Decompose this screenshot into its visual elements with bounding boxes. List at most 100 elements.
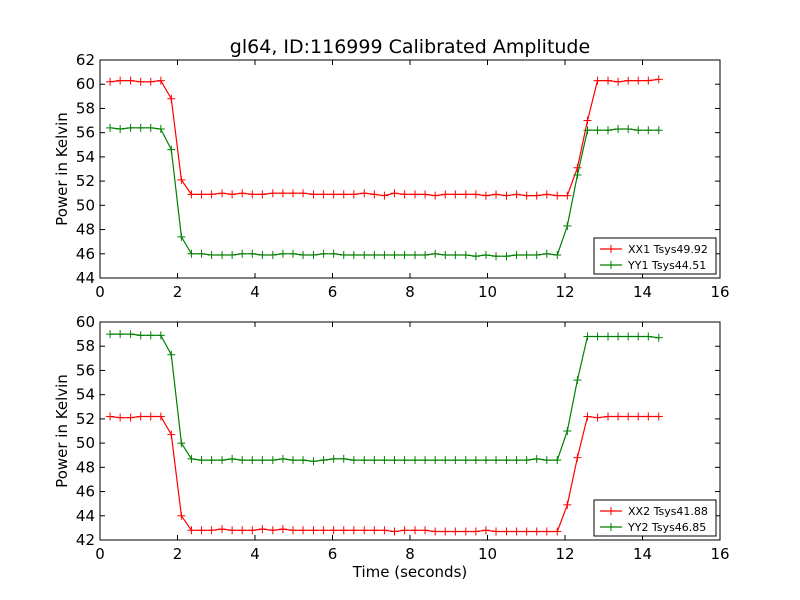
bottom-series-0-point-21	[319, 526, 328, 535]
top-series-1-point-5	[156, 125, 165, 134]
top-series-1-point-33	[441, 250, 450, 259]
bottom-y-tick-label-9: 60	[76, 313, 95, 331]
bottom-x-tick-label-5: 10	[478, 545, 497, 563]
top-series-1-point-1	[116, 125, 125, 134]
top-series-1-point-22	[329, 249, 338, 258]
top-series-0-point-22	[329, 190, 338, 199]
top-series-0-point-38	[492, 190, 501, 199]
top-series-1-point-26	[370, 250, 379, 259]
top-series-1-point-4	[146, 123, 155, 132]
top-series-0-point-33	[441, 190, 450, 199]
bottom-series-1-point-39	[502, 456, 511, 465]
bottom-series-0-point-3	[136, 412, 145, 421]
top-series-0-point-23	[339, 190, 348, 199]
bottom-x-tick-label-3: 6	[328, 545, 338, 563]
bottom-series-1-point-53	[644, 332, 653, 341]
top-series-0-point-7	[177, 175, 186, 184]
top-x-tick-label-8: 16	[710, 283, 729, 301]
top-legend-label-1: YY1 Tsys44.51	[627, 259, 706, 272]
top-series-0-point-35	[461, 190, 470, 199]
bottom-x-tick-label-2: 4	[250, 545, 260, 563]
bottom-series-0-point-19	[299, 526, 308, 535]
top-series-0-point-20	[309, 190, 318, 199]
bottom-series-0-point-42	[532, 527, 541, 536]
top-series-0-point-28	[390, 189, 399, 198]
top-y-tick-label-5: 54	[76, 148, 95, 166]
bottom-series-1-point-13	[238, 456, 247, 465]
bottom-legend-label-0: XX2 Tsys41.88	[628, 505, 708, 518]
top-series-1-point-10	[207, 250, 216, 259]
bottom-series-0-point-15	[258, 525, 267, 534]
bottom-series-0-point-52	[634, 412, 643, 421]
top-series-1-point-27	[380, 250, 389, 259]
bottom-series-0-point-47	[583, 412, 592, 421]
top-y-tick-label-4: 52	[76, 172, 95, 190]
bottom-series-1-point-9	[197, 456, 206, 465]
bottom-series-0-point-20	[309, 526, 318, 535]
top-x-tick-label-0: 0	[95, 283, 105, 301]
top-series-0-point-46	[573, 163, 582, 172]
top-series-0-point-44	[553, 191, 562, 200]
top-series-1-point-25	[360, 250, 369, 259]
top-series-0-point-5	[156, 76, 165, 85]
bottom-series-1-point-50	[614, 332, 623, 341]
bottom-legend-marker-1	[607, 523, 615, 531]
bottom-series-1-point-14	[248, 456, 257, 465]
bottom-series-1-point-5	[156, 331, 165, 340]
bottom-series-1-point-47	[583, 332, 592, 341]
top-series-0-point-14	[248, 190, 257, 199]
top-series-1-point-3	[136, 123, 145, 132]
top-series-0-point-9	[197, 190, 206, 199]
bottom-series-1-point-35	[461, 456, 470, 465]
bottom-series-0-point-25	[360, 526, 369, 535]
top-series-1-point-47	[583, 126, 592, 135]
top-series-1-point-14	[248, 249, 257, 258]
bottom-series-0-point-51	[624, 412, 633, 421]
top-series-1-point-50	[614, 125, 623, 134]
bottom-series-1-point-7	[177, 439, 186, 448]
top-series-0-point-48	[593, 76, 602, 85]
bottom-series-0-point-1	[116, 413, 125, 422]
top-series-1-point-30	[411, 250, 420, 259]
top-series-1-point-32	[431, 249, 440, 258]
bottom-y-tick-label-1: 44	[76, 507, 95, 525]
bottom-series-0-point-45	[563, 500, 572, 509]
top-series-1-point-12	[228, 250, 237, 259]
bottom-series-0-point-18	[288, 526, 297, 535]
top-y-tick-label-0: 44	[76, 269, 95, 287]
bottom-series-1-point-41	[522, 456, 531, 465]
top-chart-title: gl64, ID:116999 Calibrated Amplitude	[230, 36, 590, 58]
top-series-0-point-13	[238, 189, 247, 198]
bottom-series-1-point-48	[593, 332, 602, 341]
top-series-0-point-27	[380, 191, 389, 200]
bottom-y-tick-label-5: 52	[76, 410, 95, 428]
bottom-series-0-point-10	[207, 526, 216, 535]
bottom-series-0-point-22	[329, 526, 338, 535]
bottom-series-1-point-51	[624, 332, 633, 341]
top-series-1-point-41	[522, 250, 531, 259]
top-series-1-point-49	[604, 126, 613, 135]
bottom-x-axis-label: Time (seconds)	[352, 563, 468, 581]
bottom-y-axis-label: Power in Kelvin	[53, 374, 71, 488]
top-series-0-point-50	[614, 77, 623, 86]
top-series-0-point-4	[146, 77, 155, 86]
top-series-0-point-53	[644, 76, 653, 85]
bottom-series-1-point-8	[187, 454, 196, 463]
bottom-series-1-point-43	[542, 456, 551, 465]
bottom-series-1-point-33	[441, 456, 450, 465]
bottom-series-1-point-34	[451, 456, 460, 465]
bottom-series-0-point-39	[502, 527, 511, 536]
top-series-1-point-39	[502, 252, 511, 261]
top-y-tick-label-3: 50	[76, 196, 95, 214]
top-series-0-point-45	[563, 191, 572, 200]
top-series-0-point-40	[512, 190, 521, 199]
top-y-tick-label-2: 48	[76, 221, 95, 239]
bottom-series-0-point-8	[187, 526, 196, 535]
bottom-series-1-point-17	[278, 454, 287, 463]
bottom-series-1-point-11	[218, 456, 227, 465]
bottom-series-1-point-44	[553, 456, 562, 465]
top-series-1-point-15	[258, 250, 267, 259]
top-series-0-point-15	[258, 190, 267, 199]
bottom-series-0-point-31	[421, 526, 430, 535]
top-series-0-point-3	[136, 77, 145, 86]
